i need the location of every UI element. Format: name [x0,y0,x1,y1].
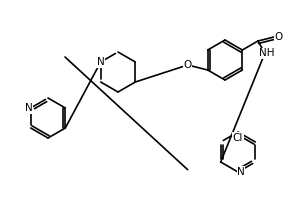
Text: N: N [25,103,33,113]
Text: NH: NH [259,48,275,58]
Text: N: N [237,167,245,177]
Text: O: O [184,60,192,70]
Text: O: O [275,32,283,42]
Text: N: N [97,57,105,67]
Text: Cl: Cl [233,133,243,143]
